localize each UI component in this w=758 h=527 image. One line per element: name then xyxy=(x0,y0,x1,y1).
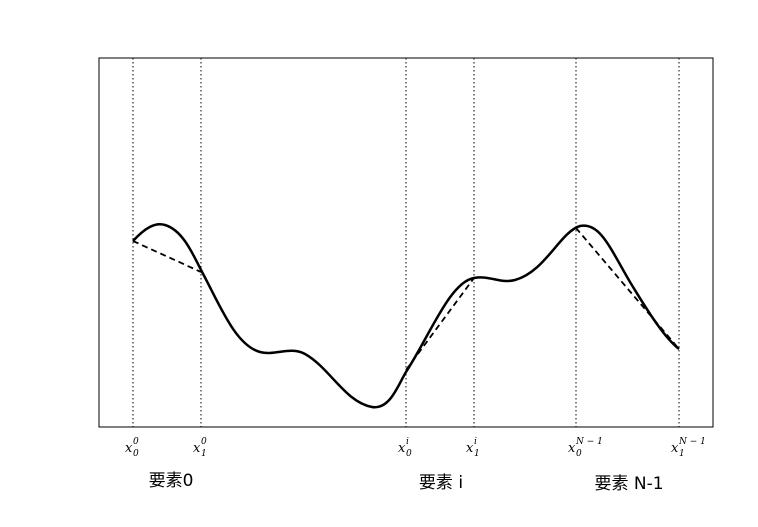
node-label-sub: 0 xyxy=(406,449,412,459)
node-label-sub: 1 xyxy=(679,449,685,459)
element-label: 要素 N-1 xyxy=(594,474,663,494)
interp-segment xyxy=(132,240,202,273)
element-label: 要素0 xyxy=(149,471,194,491)
node-label-base: x xyxy=(568,441,576,456)
node-label-sub: 0 xyxy=(576,449,582,459)
node-label-sub: 0 xyxy=(133,449,139,459)
node-label-sup: i xyxy=(406,437,409,447)
function-curve xyxy=(132,223,680,409)
node-labels: x 00 x 01 x i0 x i1 x N − 10 x N − 11 xyxy=(125,437,706,459)
interp-segment xyxy=(405,277,475,371)
node-label-sup: N − 1 xyxy=(575,437,603,447)
node-lines xyxy=(132,58,680,427)
interp-segment xyxy=(575,227,680,350)
node-label-sup: i xyxy=(474,437,477,447)
node-label-sub: 1 xyxy=(474,449,480,459)
node-label-base: x xyxy=(193,441,201,456)
linear-interpolation xyxy=(132,227,680,371)
node-label-sup: 0 xyxy=(201,437,207,447)
node-label-base: x xyxy=(466,441,474,456)
node-label-base: x xyxy=(125,441,133,456)
node-label-sup: N − 1 xyxy=(678,437,706,447)
node-label-sup: 0 xyxy=(133,437,139,447)
node-label-base: x xyxy=(398,441,406,456)
node-label-base: x xyxy=(671,441,679,456)
element-label: 要素 i xyxy=(419,473,463,493)
node-label-sub: 1 xyxy=(201,449,207,459)
